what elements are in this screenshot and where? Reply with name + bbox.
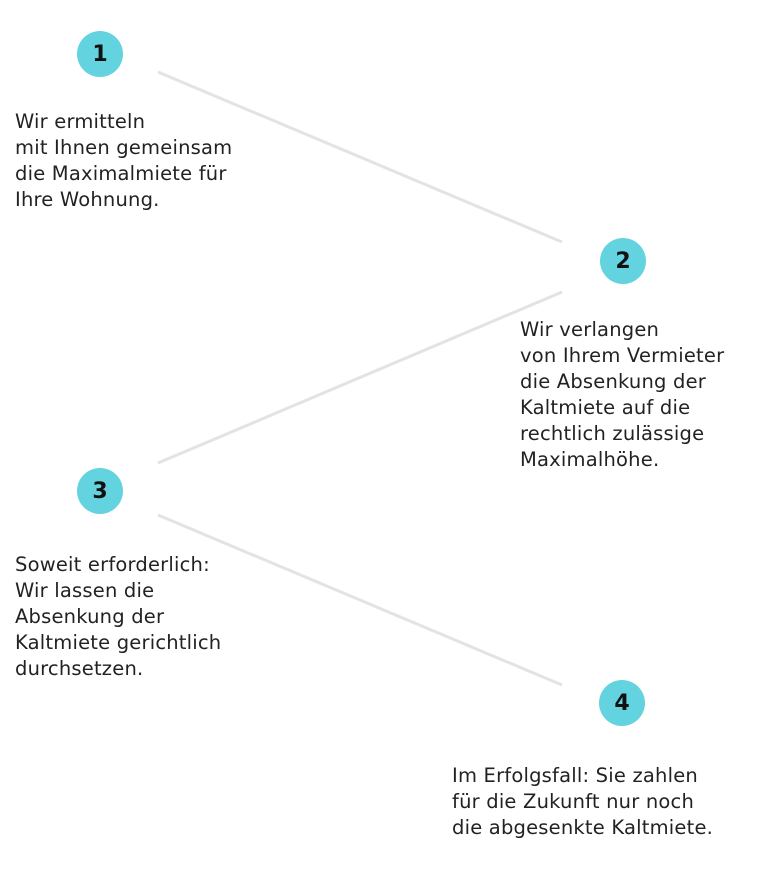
step-text-1: Wir ermitteln mit Ihnen gemeinsam die Ma…	[15, 110, 233, 211]
step-number-badge-3: 3	[77, 468, 123, 514]
step-number-badge-1: 1	[77, 31, 123, 77]
step-text-3: Soweit erforderlich: Wir lassen die Abse…	[15, 553, 222, 680]
step-text-4: Im Erfolgsfall: Sie zahlen für die Zukun…	[452, 764, 714, 839]
step-number-badge-4: 4	[599, 680, 645, 726]
connector-line-1-2	[157, 70, 563, 244]
step-number-badge-2: 2	[600, 238, 646, 284]
connector-line-3-4	[157, 513, 563, 687]
connector-line-2-3	[157, 290, 563, 465]
step-text-2: Wir verlangen von Ihrem Vermieter die Ab…	[520, 318, 725, 471]
